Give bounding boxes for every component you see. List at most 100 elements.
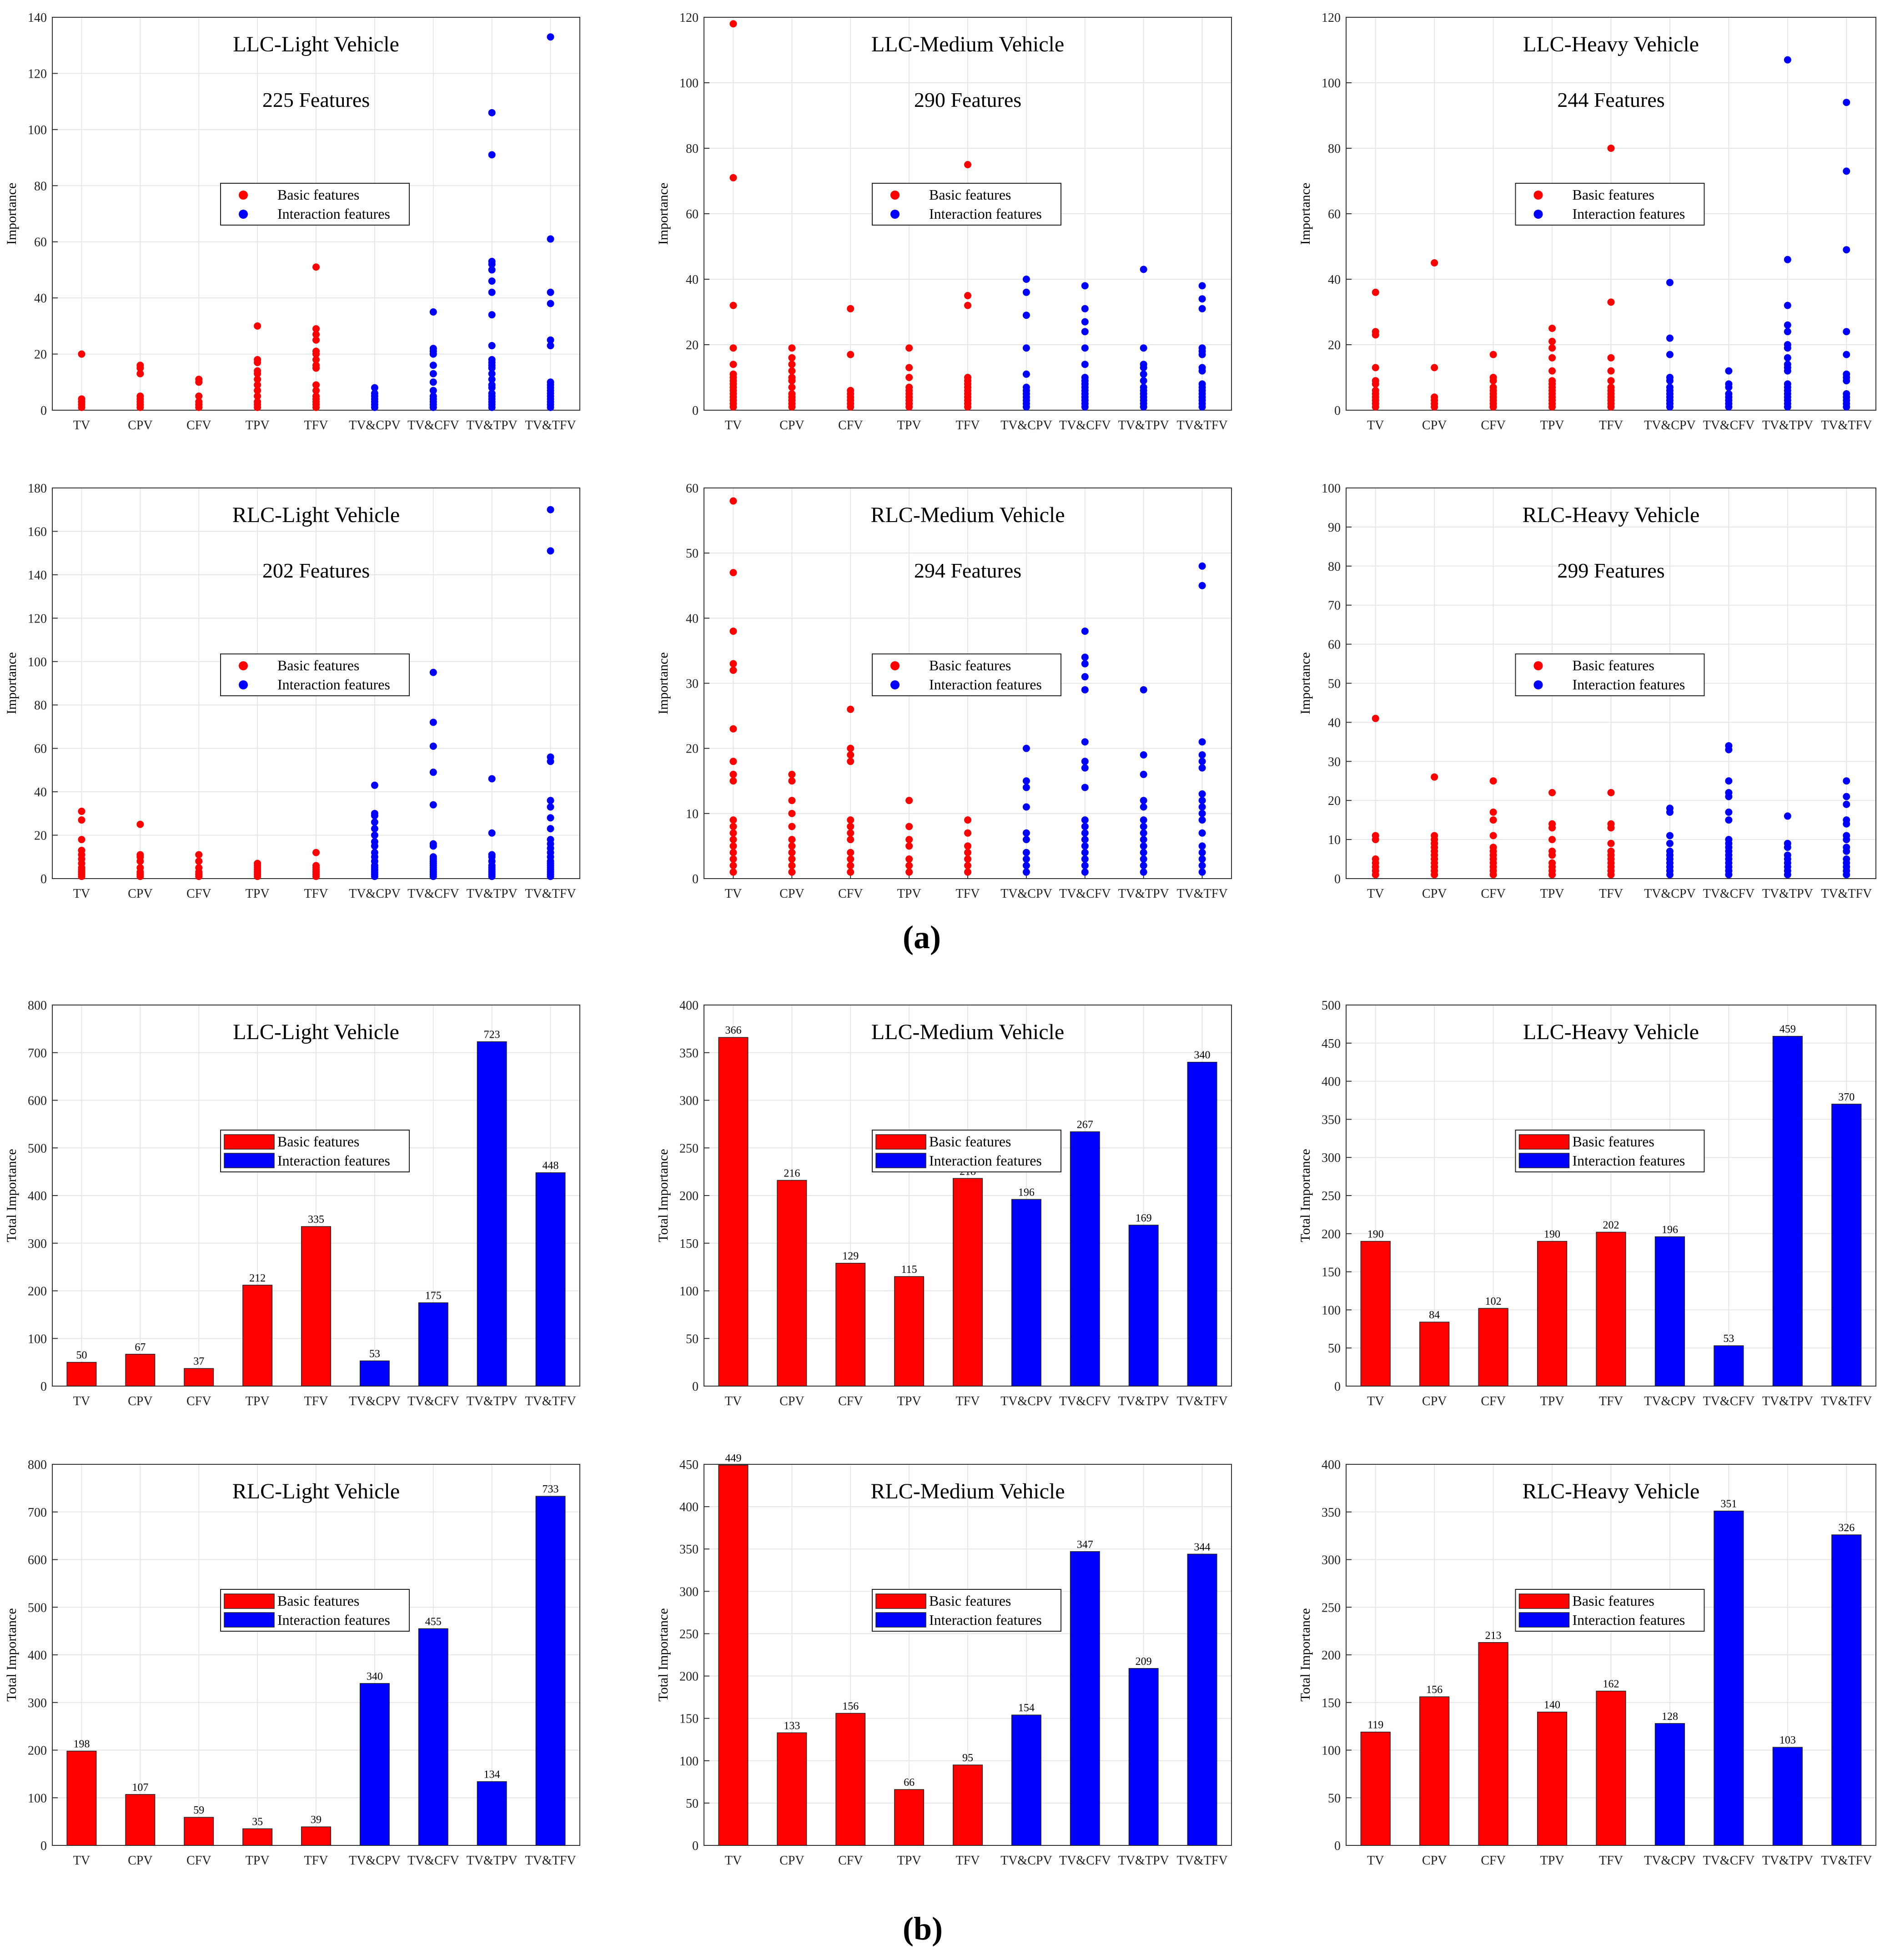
data-point: [905, 364, 913, 372]
data-point: [847, 855, 855, 863]
bar: [1128, 1668, 1159, 1846]
data-point: [1607, 298, 1615, 306]
y-tick-label: 20: [1328, 794, 1341, 808]
data-point: [729, 666, 737, 674]
x-tick-label: TV&TFV: [525, 1394, 576, 1408]
data-point: [254, 873, 261, 880]
legend-label-interaction: Interaction features: [1573, 1152, 1685, 1169]
legend-swatch-interaction: [890, 210, 900, 219]
legend-label-interaction: Interaction features: [1573, 206, 1685, 222]
data-point: [1607, 145, 1615, 152]
x-tick-label: TV&CPV: [349, 418, 401, 432]
bar-data-label: 59: [193, 1804, 204, 1816]
bar: [1187, 1061, 1217, 1387]
data-point: [1607, 367, 1615, 375]
data-point: [1140, 344, 1147, 352]
data-point: [1489, 377, 1497, 385]
y-tick-label: 400: [1322, 1458, 1341, 1472]
chart-title: LLC-Light Vehicle: [233, 32, 399, 56]
data-point: [1022, 276, 1030, 283]
x-tick-label: CFV: [838, 1394, 863, 1408]
x-tick-label: TFV: [956, 1394, 980, 1408]
legend-swatch-basic: [890, 191, 900, 200]
data-point: [488, 403, 496, 411]
x-tick-label: TPV: [897, 1854, 921, 1868]
data-point: [1198, 562, 1206, 570]
data-point: [1081, 361, 1089, 368]
data-point: [905, 842, 913, 850]
data-point: [905, 797, 913, 804]
y-tick-label: 120: [1322, 11, 1341, 25]
legend-label-basic: Basic features: [929, 657, 1011, 673]
data-point: [1843, 328, 1850, 336]
y-tick-label: 150: [1322, 1696, 1341, 1710]
bar: [953, 1178, 983, 1387]
legend-swatch-interaction: [224, 1153, 275, 1168]
y-tick-label: 180: [28, 482, 47, 496]
data-point: [429, 842, 437, 850]
chart-title: RLC-Heavy Vehicle: [1523, 1479, 1700, 1503]
y-tick-label: 40: [1328, 716, 1341, 730]
data-point: [729, 403, 737, 411]
y-tick-label: 50: [686, 1332, 699, 1346]
x-tick-label: CPV: [1422, 1854, 1447, 1868]
y-axis-label: Importance: [1298, 183, 1313, 245]
legend-swatch-basic: [239, 661, 248, 670]
data-point: [847, 862, 855, 869]
y-axis-label: Total Importance: [4, 1608, 19, 1701]
data-point: [1489, 871, 1497, 879]
legend-swatch-basic: [875, 1593, 926, 1609]
data-point: [729, 660, 737, 668]
data-point: [1198, 842, 1206, 850]
bar: [1478, 1308, 1508, 1387]
bar: [1070, 1131, 1100, 1387]
x-tick-label: TPV: [246, 887, 270, 901]
legend-label-interaction: Interaction features: [277, 676, 390, 693]
bar: [1011, 1714, 1041, 1846]
data-point: [312, 387, 320, 394]
y-tick-label: 100: [28, 655, 47, 669]
data-point: [1198, 351, 1206, 358]
bar: [1772, 1747, 1803, 1846]
data-point: [1140, 855, 1147, 863]
data-point: [195, 403, 203, 411]
x-tick-label: TPV: [1540, 418, 1564, 432]
x-tick-label: TV&TFV: [1177, 1854, 1228, 1868]
legend-label-basic: Basic features: [929, 1133, 1011, 1150]
y-tick-label: 100: [28, 1332, 47, 1346]
data-point: [1489, 808, 1497, 816]
y-tick-label: 700: [28, 1046, 47, 1060]
x-tick-label: TV&CPV: [1644, 1854, 1696, 1868]
data-point: [788, 403, 796, 411]
bar-data-label: 455: [425, 1616, 442, 1628]
bar: [418, 1628, 448, 1846]
legend-label-basic: Basic features: [1573, 657, 1654, 673]
data-point: [78, 403, 85, 411]
x-tick-label: TV&CPV: [349, 1854, 401, 1868]
bar-data-label: 196: [1662, 1224, 1678, 1236]
legend-swatch-interaction: [875, 1153, 926, 1168]
data-point: [1140, 686, 1147, 694]
y-tick-label: 40: [34, 785, 47, 799]
data-point: [964, 816, 971, 824]
x-tick-label: TPV: [246, 1394, 270, 1408]
data-point: [1372, 288, 1379, 296]
x-tick-label: TFV: [304, 418, 328, 432]
x-tick-label: TV: [1367, 1854, 1384, 1868]
data-point: [1372, 836, 1379, 844]
data-point: [905, 344, 913, 352]
x-tick-label: CFV: [838, 887, 863, 901]
bar-data-label: 351: [1720, 1498, 1737, 1510]
y-axis-label: Importance: [4, 652, 19, 714]
data-point: [1140, 829, 1147, 837]
x-tick-label: TV&TPV: [467, 1394, 518, 1408]
data-point: [1022, 803, 1030, 811]
data-point: [1784, 403, 1791, 411]
data-point: [547, 758, 554, 765]
bar: [1596, 1231, 1626, 1387]
bar-data-label: 66: [904, 1777, 915, 1789]
data-point: [78, 836, 85, 844]
chart-subtitle: 290 Features: [914, 88, 1021, 111]
y-tick-label: 200: [1322, 1648, 1341, 1663]
y-tick-label: 150: [679, 1712, 699, 1726]
